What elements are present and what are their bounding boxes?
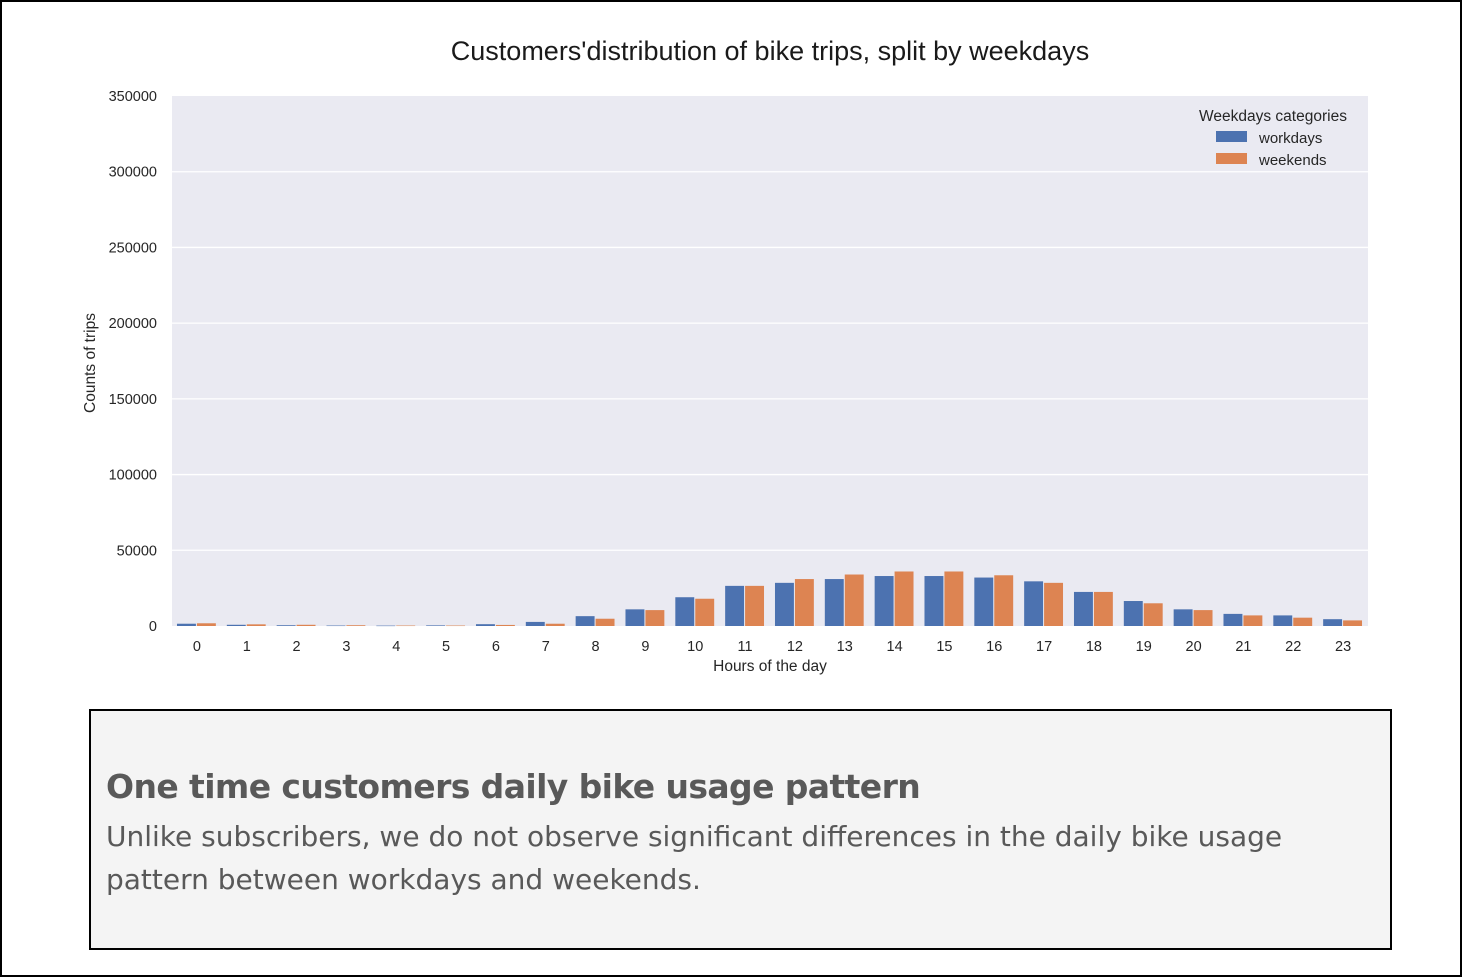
y-tick-label: 200000 — [109, 316, 157, 332]
x-tick-label: 5 — [442, 639, 450, 655]
bar-workdays-11 — [725, 585, 745, 626]
bar-workdays-22 — [1273, 615, 1293, 626]
bar-workdays-6 — [475, 624, 495, 626]
x-tick-label: 17 — [1036, 639, 1052, 655]
legend-label-workdays: workdays — [1258, 130, 1322, 147]
x-tick-label: 7 — [542, 639, 550, 655]
x-tick-label: 6 — [492, 639, 500, 655]
x-tick-label: 15 — [936, 639, 952, 655]
x-tick-label: 20 — [1186, 639, 1202, 655]
bar-weekends-1 — [246, 624, 266, 626]
bar-workdays-8 — [575, 616, 595, 626]
bar-weekends-23 — [1343, 620, 1363, 626]
legend-swatch-workdays — [1216, 131, 1247, 142]
y-axis-ticks: 0 50000 100000 150000 200000 250000 300000 3500… — [109, 89, 157, 635]
bar-workdays-5 — [426, 625, 446, 626]
bar-weekends-11 — [745, 585, 765, 626]
bar-workdays-10 — [675, 597, 695, 626]
bar-weekends-0 — [196, 623, 216, 626]
x-tick-label: 13 — [837, 639, 853, 655]
plot-area — [172, 96, 1368, 626]
bar-workdays-19 — [1123, 601, 1143, 626]
y-tick-label: 100000 — [109, 468, 157, 484]
y-tick-label: 350000 — [109, 89, 157, 105]
x-tick-label: 22 — [1285, 639, 1301, 655]
bar-workdays-14 — [874, 576, 894, 626]
bar-workdays-12 — [774, 582, 794, 626]
bar-weekends-14 — [894, 571, 914, 626]
x-tick-label: 19 — [1136, 639, 1152, 655]
x-tick-label: 14 — [887, 639, 903, 655]
legend-label-weekends: weekends — [1258, 152, 1327, 169]
insight-heading: One time customers daily bike usage patt… — [106, 767, 921, 806]
y-tick-label: 250000 — [109, 240, 157, 256]
insight-text: Unlike subscribers, we do not observe si… — [106, 820, 1283, 896]
bar-weekends-18 — [1093, 591, 1113, 626]
x-tick-label: 10 — [687, 639, 703, 655]
bar-weekends-22 — [1293, 617, 1313, 626]
gridlines — [172, 171, 1368, 551]
bar-weekends-21 — [1243, 615, 1263, 626]
x-tick-label: 8 — [592, 639, 600, 655]
bars — [176, 571, 1363, 627]
bar-workdays-9 — [625, 609, 645, 626]
legend: Weekdays categories workdays weekends — [1199, 108, 1347, 169]
x-tick-label: 3 — [342, 639, 350, 655]
bar-workdays-4 — [376, 625, 396, 627]
bar-workdays-15 — [924, 576, 944, 626]
bar-weekends-8 — [595, 618, 615, 626]
x-axis-label: Hours of the day — [713, 658, 827, 675]
bar-weekends-2 — [296, 624, 316, 626]
bar-weekends-4 — [396, 625, 416, 627]
bar-weekends-3 — [346, 625, 366, 626]
bar-workdays-13 — [824, 579, 844, 626]
bar-workdays-16 — [974, 577, 994, 626]
bar-weekends-17 — [1044, 582, 1064, 626]
bar-workdays-21 — [1223, 613, 1243, 626]
x-tick-label: 23 — [1335, 639, 1351, 655]
x-axis-ticks: 0 1 2 3 4 5 6 7 8 9 10 11 12 13 14 15 16 17 18 19 20 21 22 23 — [193, 639, 1351, 655]
bar-weekends-13 — [844, 574, 864, 626]
bar-workdays-18 — [1073, 591, 1093, 626]
bar-workdays-0 — [176, 623, 196, 626]
bar-weekends-7 — [545, 623, 565, 626]
bar-weekends-20 — [1193, 610, 1213, 626]
bar-weekends-10 — [695, 598, 715, 626]
bar-workdays-17 — [1024, 581, 1044, 626]
x-tick-label: 18 — [1086, 639, 1102, 655]
bar-workdays-3 — [326, 625, 346, 627]
bar-chart: Customers'distribution of bike trips, sp… — [82, 36, 1368, 675]
bar-weekends-5 — [446, 625, 466, 627]
x-tick-label: 1 — [243, 639, 251, 655]
x-tick-label: 9 — [641, 639, 649, 655]
insight-box: One time customers daily bike usage patt… — [89, 709, 1392, 950]
y-tick-label: 300000 — [109, 165, 157, 181]
x-tick-label: 21 — [1235, 639, 1251, 655]
y-tick-label: 0 — [149, 619, 157, 635]
x-tick-label: 2 — [293, 639, 301, 655]
bar-weekends-9 — [645, 610, 665, 626]
legend-swatch-weekends — [1216, 153, 1247, 164]
bar-weekends-15 — [944, 571, 964, 626]
y-tick-label: 150000 — [109, 392, 157, 408]
y-axis-label: Counts of trips — [82, 313, 99, 413]
x-tick-label: 4 — [392, 639, 400, 655]
bar-workdays-20 — [1173, 609, 1193, 626]
legend-title: Weekdays categories — [1199, 108, 1347, 125]
x-tick-label: 11 — [738, 639, 753, 655]
bar-weekends-12 — [794, 579, 814, 626]
bar-workdays-2 — [276, 625, 296, 626]
bar-weekends-16 — [994, 575, 1014, 626]
bar-workdays-1 — [226, 624, 246, 626]
bar-workdays-23 — [1323, 619, 1343, 626]
y-tick-label: 50000 — [117, 543, 157, 559]
bar-weekends-19 — [1143, 603, 1163, 626]
x-tick-label: 16 — [986, 639, 1002, 655]
x-tick-label: 0 — [193, 639, 201, 655]
bar-weekends-6 — [495, 624, 515, 626]
chart-title: Customers'distribution of bike trips, sp… — [451, 36, 1089, 66]
x-tick-label: 12 — [787, 639, 803, 655]
bar-workdays-7 — [525, 621, 545, 626]
